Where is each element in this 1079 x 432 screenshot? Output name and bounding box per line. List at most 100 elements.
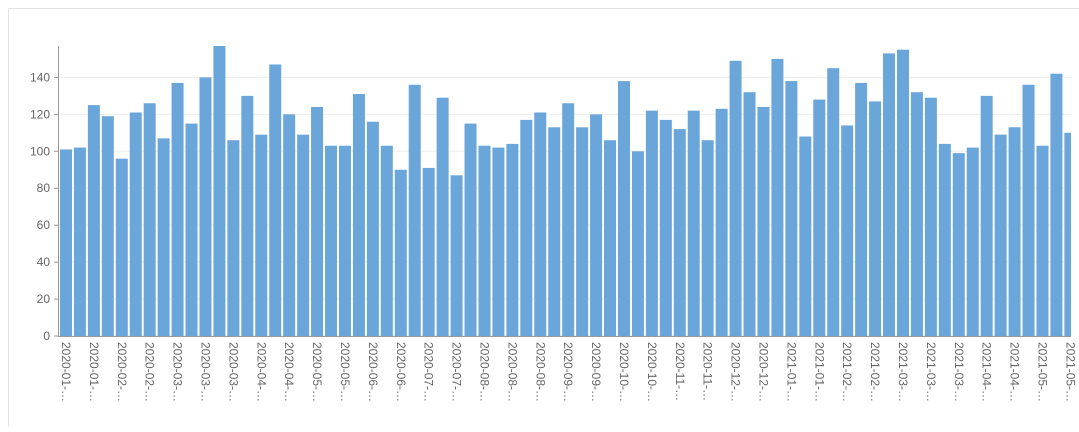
x-tick-label: 2020-09-… [561,342,575,402]
bar [478,146,490,336]
x-tick-label: 2020-07-… [422,342,436,402]
bar [590,114,602,336]
bar [60,149,72,336]
y-tick-label: 60 [37,218,51,232]
bar [465,124,477,336]
bar [353,94,365,336]
x-tick-label: 2021-03-… [952,342,966,402]
x-tick-label: 2020-04-… [254,342,268,402]
x-tick-label: 2020-03-… [198,342,212,402]
y-tick-label: 120 [30,107,50,121]
bar [618,81,630,336]
x-tick-label: 2020-11-… [701,342,715,401]
bar [158,138,170,336]
bar [269,64,281,336]
x-tick-label: 2020-05-… [338,342,352,402]
bar [702,140,714,336]
bar [1036,146,1048,336]
x-tick-label: 2021-03-… [924,342,938,402]
bar [911,92,923,336]
bar [213,46,225,336]
bar [785,81,797,336]
bar [883,53,895,336]
bar [604,140,616,336]
bar [827,68,839,336]
bar [925,98,937,336]
x-tick-label: 2021-04-… [1008,342,1022,402]
bar [757,107,769,336]
bar [855,83,867,336]
bar [967,148,979,336]
bar [660,120,672,336]
x-tick-label: 2020-12-… [756,342,770,402]
bar [1023,85,1035,336]
bar [144,103,156,336]
x-tick-label: 2020-10-… [617,342,631,402]
bar [562,103,574,336]
bar [311,107,323,336]
bar [1009,127,1021,336]
y-tick-label: 100 [30,144,50,158]
bar [869,101,881,336]
x-tick-label: 2020-04-… [282,342,296,402]
bar [130,112,142,336]
bar [423,168,435,336]
x-tick-label: 2021-04-… [980,342,994,402]
x-tick-label: 2020-08-… [477,342,491,402]
bar [381,146,393,336]
bar [186,124,198,336]
bar [227,140,239,336]
y-tick-label: 40 [37,255,51,269]
x-tick-label: 2020-07-… [450,342,464,402]
x-tick-label: 2021-02-… [868,342,882,402]
bar [576,127,588,336]
bar [632,151,644,336]
x-tick-label: 2020-02-… [115,342,129,402]
y-tick-label: 80 [37,181,51,195]
x-tick-label: 2021-02-… [840,342,854,402]
bar [492,148,504,336]
bar [74,148,86,336]
bar [437,98,449,336]
y-tick-label: 140 [30,70,50,84]
bar [953,153,965,336]
bar [799,137,811,336]
x-tick-label: 2020-06-… [366,342,380,402]
x-tick-label: 2021-03-… [896,342,910,402]
bar [395,170,407,336]
bar [520,120,532,336]
bar [102,116,114,336]
bar [339,146,351,336]
x-tick-label: 2020-05-… [310,342,324,402]
bar [716,109,728,336]
x-tick-label: 2020-02-… [143,342,157,402]
bar [116,159,128,336]
x-tick-label: 2021-01-… [812,342,826,402]
bar [241,96,253,336]
bar [451,175,463,336]
bar [688,111,700,336]
bar [730,61,742,336]
x-tick-label: 2020-11-… [673,342,687,401]
x-tick-label: 2020-08-… [505,342,519,402]
bar [534,112,546,336]
x-tick-label: 2021-01-… [784,342,798,402]
bar [771,59,783,336]
x-tick-label: 2020-09-… [589,342,603,402]
y-tick-label: 0 [43,329,50,343]
bar [297,135,309,336]
bar [841,125,853,336]
bar [172,83,184,336]
x-tick-label: 2020-12-… [729,342,743,402]
bar [674,129,686,336]
bar [744,92,756,336]
bar [255,135,267,336]
bar [981,96,993,336]
bar [199,77,211,336]
x-tick-label: 2020-01-… [87,342,101,402]
bar [995,135,1007,336]
bar [367,122,379,336]
x-tick-label: 2020-01-… [59,342,73,402]
bar [939,144,951,336]
